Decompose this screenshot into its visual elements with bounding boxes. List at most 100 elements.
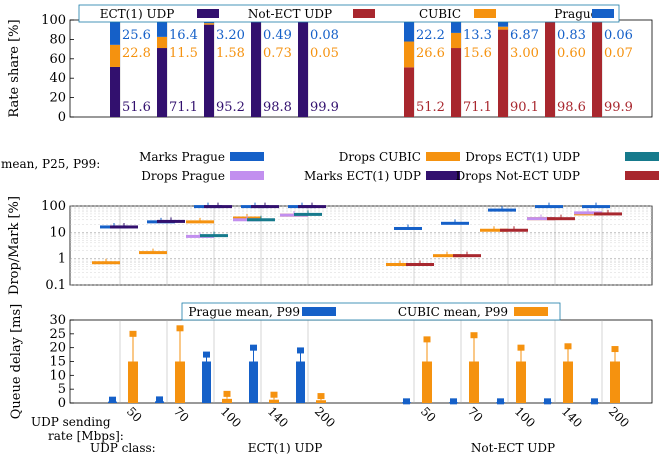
cubic-delay-bar	[222, 398, 232, 403]
prague-share-bar	[498, 20, 508, 27]
legend-label: ECT(1) UDP	[100, 7, 175, 21]
y-tick-label: 10	[49, 368, 66, 383]
cubic-share-label: 0.05	[310, 46, 339, 61]
prague-share-bar	[157, 20, 167, 37]
legend-swatch	[592, 9, 614, 18]
legend-label: Marks Prague	[139, 150, 225, 164]
cubic-p99-marker	[564, 343, 572, 350]
udp-share-bar	[298, 20, 308, 117]
x-tick-label: 100	[218, 404, 244, 430]
cubic-share-label: 3.00	[510, 46, 539, 61]
legend-label: Drops CUBIC	[339, 150, 421, 164]
cubic-share-bar	[404, 41, 414, 68]
legend-swatch	[474, 9, 496, 18]
legend-swatch	[426, 152, 460, 161]
cubic-delay-bar	[516, 361, 526, 403]
cubic-p99-marker	[517, 344, 525, 351]
drop-mark-panel: mean, P25, P99: Marks Prague Drops CUBIC Dr…	[1, 150, 659, 295]
prague-share-label: 3.20	[216, 28, 245, 43]
prague-p99-marker	[297, 347, 304, 354]
udp-share-bar	[545, 21, 555, 117]
x-class-label: ECT(1) UDP	[248, 441, 323, 455]
prague-share-label: 0.83	[557, 28, 586, 43]
prague-share-bar	[404, 20, 414, 42]
prague-share-label: 0.49	[263, 28, 292, 43]
plot-frame	[69, 205, 653, 286]
legend-swatch	[230, 152, 264, 161]
legend-label: CUBIC mean, P99	[398, 305, 508, 319]
y-tick-label: 60	[49, 52, 66, 67]
udp-share-label: 98.6	[557, 100, 586, 115]
prague-share-label: 22.2	[416, 28, 445, 43]
x-axis-label: UDP class:	[90, 441, 156, 455]
rate-share-panel: 0 20 40 60 80 100 Rate share [%] 25.6 22.8 51.6 16…	[7, 4, 653, 125]
y-tick-label: 0	[58, 396, 66, 411]
cubic-delay-bar	[563, 361, 573, 403]
prague-p99-marker	[591, 398, 598, 405]
x-axis-label: rate [Mbps]:	[48, 429, 124, 443]
cubic-delay-bar	[316, 400, 326, 403]
y-axis-label: Drop/Mark [%]	[7, 196, 22, 295]
legend-label: CUBIC	[419, 7, 461, 21]
x-tick-label: 140	[265, 404, 291, 430]
udp-share-label: 51.6	[122, 100, 151, 115]
cubic-delay-bar	[269, 399, 279, 403]
cubic-share-label: 0.73	[263, 46, 292, 61]
y-tick-label: 40	[49, 71, 66, 86]
prague-share-label: 13.3	[463, 28, 492, 43]
legend-frame	[181, 302, 561, 321]
x-tick-label: 50	[418, 404, 439, 425]
cubic-share-bar	[451, 32, 461, 49]
x-tick-label: 70	[465, 404, 486, 425]
cubic-p99-marker	[317, 393, 325, 400]
prague-share-bar	[110, 20, 120, 45]
x-axis-label: UDP sending	[31, 415, 111, 429]
udp-share-bar	[110, 66, 120, 117]
prague-share-label: 0.06	[604, 28, 633, 43]
y-tick-label: 0	[58, 110, 66, 125]
udp-share-label: 99.9	[310, 100, 339, 115]
udp-share-bar	[204, 24, 214, 118]
prague-p99-marker	[250, 344, 257, 351]
cubic-share-label: 0.07	[604, 46, 633, 61]
legend-label: Drops ECT(1) UDP	[465, 150, 580, 164]
prague-share-bar	[451, 20, 461, 33]
prague-p99-marker	[403, 398, 410, 405]
prague-p99-marker	[156, 396, 163, 403]
prague-p99-marker	[203, 351, 210, 358]
legend-swatch	[302, 307, 336, 316]
legend-title: mean, P25, P99:	[1, 157, 100, 171]
prague-delay-bar	[296, 361, 305, 403]
cubic-delay-bar	[422, 361, 432, 403]
cubic-share-label: 0.60	[557, 46, 586, 61]
y-tick-label: 5	[58, 382, 66, 397]
prague-p99-marker	[450, 398, 457, 405]
y-tick-label: 100	[41, 199, 66, 214]
prague-delay-bar	[249, 361, 258, 403]
cubic-delay-bar	[610, 361, 620, 403]
udp-share-label: 71.1	[463, 100, 492, 115]
legend-label: Drops Not-ECT UDP	[456, 169, 580, 183]
legend-swatch	[514, 307, 548, 316]
y-axis-label: Rate share [%]	[7, 19, 22, 117]
prague-delay-bar	[202, 361, 211, 403]
cubic-p99-marker	[223, 390, 231, 397]
cubic-p99-marker	[611, 346, 619, 353]
cubic-p99-marker	[270, 391, 278, 398]
legend-label: Drops Prague	[141, 169, 225, 183]
y-tick-label: 0.1	[45, 278, 66, 293]
udp-share-label: 95.2	[216, 100, 245, 115]
udp-share-bar	[404, 67, 414, 117]
prague-p99-marker	[109, 396, 116, 403]
legend-swatch	[230, 171, 264, 180]
x-tick-label: 100	[512, 404, 538, 430]
prague-share-label: 16.4	[169, 28, 198, 43]
y-tick-label: 10	[49, 225, 66, 240]
y-tick-label: 20	[49, 91, 66, 106]
udp-share-label: 51.2	[416, 100, 445, 115]
y-tick-label: 30	[49, 313, 66, 328]
legend-label: Prague mean, P99	[188, 305, 300, 319]
x-class-label: Not-ECT UDP	[471, 441, 555, 455]
legend-label: Not-ECT UDP	[248, 7, 332, 21]
